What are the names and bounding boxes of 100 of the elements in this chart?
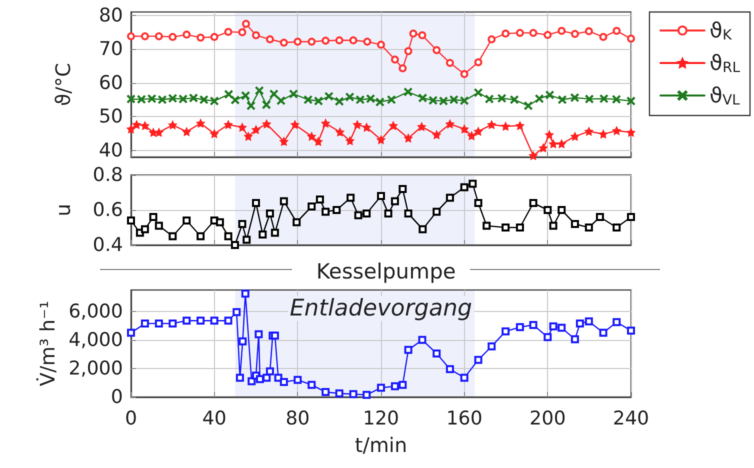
point (254, 330, 263, 338)
point (404, 88, 412, 96)
point (570, 335, 579, 344)
point (140, 122, 150, 130)
point (262, 120, 271, 128)
point (224, 28, 232, 36)
point (439, 96, 448, 106)
point (404, 346, 412, 354)
y-axis-title: V̇/m³ h⁻¹ (36, 300, 60, 386)
point (612, 224, 621, 232)
x-tick-label: 40 (202, 408, 226, 430)
point (501, 122, 510, 130)
point (418, 94, 427, 102)
point (474, 199, 482, 207)
y-tick-label: 0 (110, 386, 123, 408)
point (196, 232, 205, 240)
point (377, 384, 385, 392)
point (558, 26, 566, 35)
point (336, 128, 344, 136)
point (356, 96, 364, 104)
point (266, 210, 274, 218)
point (238, 337, 247, 346)
point (270, 228, 279, 237)
point (126, 124, 136, 134)
point (516, 122, 524, 130)
point (294, 376, 302, 384)
point (599, 32, 608, 41)
point (390, 382, 399, 390)
point (544, 206, 552, 214)
x-tick-label: 120 (362, 408, 400, 430)
point (349, 390, 358, 398)
point (238, 123, 246, 132)
point (570, 30, 579, 38)
point (224, 316, 232, 325)
point (346, 136, 354, 145)
x-tick-label: 80 (286, 408, 310, 430)
point (168, 94, 177, 102)
point (266, 35, 274, 44)
point (529, 320, 538, 329)
y-tick-label: 70 (98, 38, 123, 60)
point (321, 119, 330, 128)
point (332, 206, 341, 214)
point (418, 336, 426, 344)
point (294, 38, 302, 46)
x-axis-title: t/min (354, 433, 408, 457)
point (482, 222, 491, 230)
point (516, 224, 524, 232)
point (570, 132, 580, 141)
y-tick-label: 50 (98, 106, 123, 128)
point (584, 127, 594, 136)
point (148, 94, 156, 103)
point (354, 211, 362, 220)
point (280, 38, 288, 47)
point (210, 96, 218, 106)
point (474, 58, 482, 66)
x-tick-label: 160 (446, 408, 482, 430)
point (274, 374, 282, 382)
point (404, 134, 412, 142)
point (544, 30, 552, 39)
point (376, 136, 386, 144)
x-tick-label: 240 (612, 408, 650, 430)
point (460, 374, 468, 382)
point (545, 130, 554, 139)
point (516, 323, 524, 332)
point (460, 70, 468, 78)
point (549, 222, 558, 230)
point (474, 356, 482, 364)
point (502, 224, 510, 232)
point (346, 194, 355, 202)
point (409, 30, 418, 38)
point (446, 194, 454, 202)
point (524, 102, 532, 110)
point (241, 92, 250, 100)
point (600, 94, 608, 103)
point (266, 367, 274, 376)
point (224, 90, 233, 98)
point (510, 96, 518, 104)
y-axis-title: ϑ/°C (51, 62, 75, 106)
point (238, 28, 246, 36)
point (627, 213, 635, 221)
point (596, 213, 604, 221)
point (428, 96, 438, 104)
point (168, 32, 177, 41)
point (252, 31, 260, 40)
point (127, 216, 135, 224)
point (584, 317, 593, 326)
y-tick-label: 80 (98, 4, 123, 26)
point (546, 90, 554, 100)
point (363, 38, 372, 46)
point (529, 152, 538, 160)
point (238, 220, 246, 228)
point (353, 120, 362, 129)
point (585, 94, 594, 104)
point (270, 90, 278, 98)
point (196, 34, 205, 42)
point (308, 132, 316, 141)
point (535, 94, 544, 103)
chart-title: Kesselpumpe (316, 260, 456, 284)
point (335, 97, 344, 106)
point (196, 119, 205, 128)
